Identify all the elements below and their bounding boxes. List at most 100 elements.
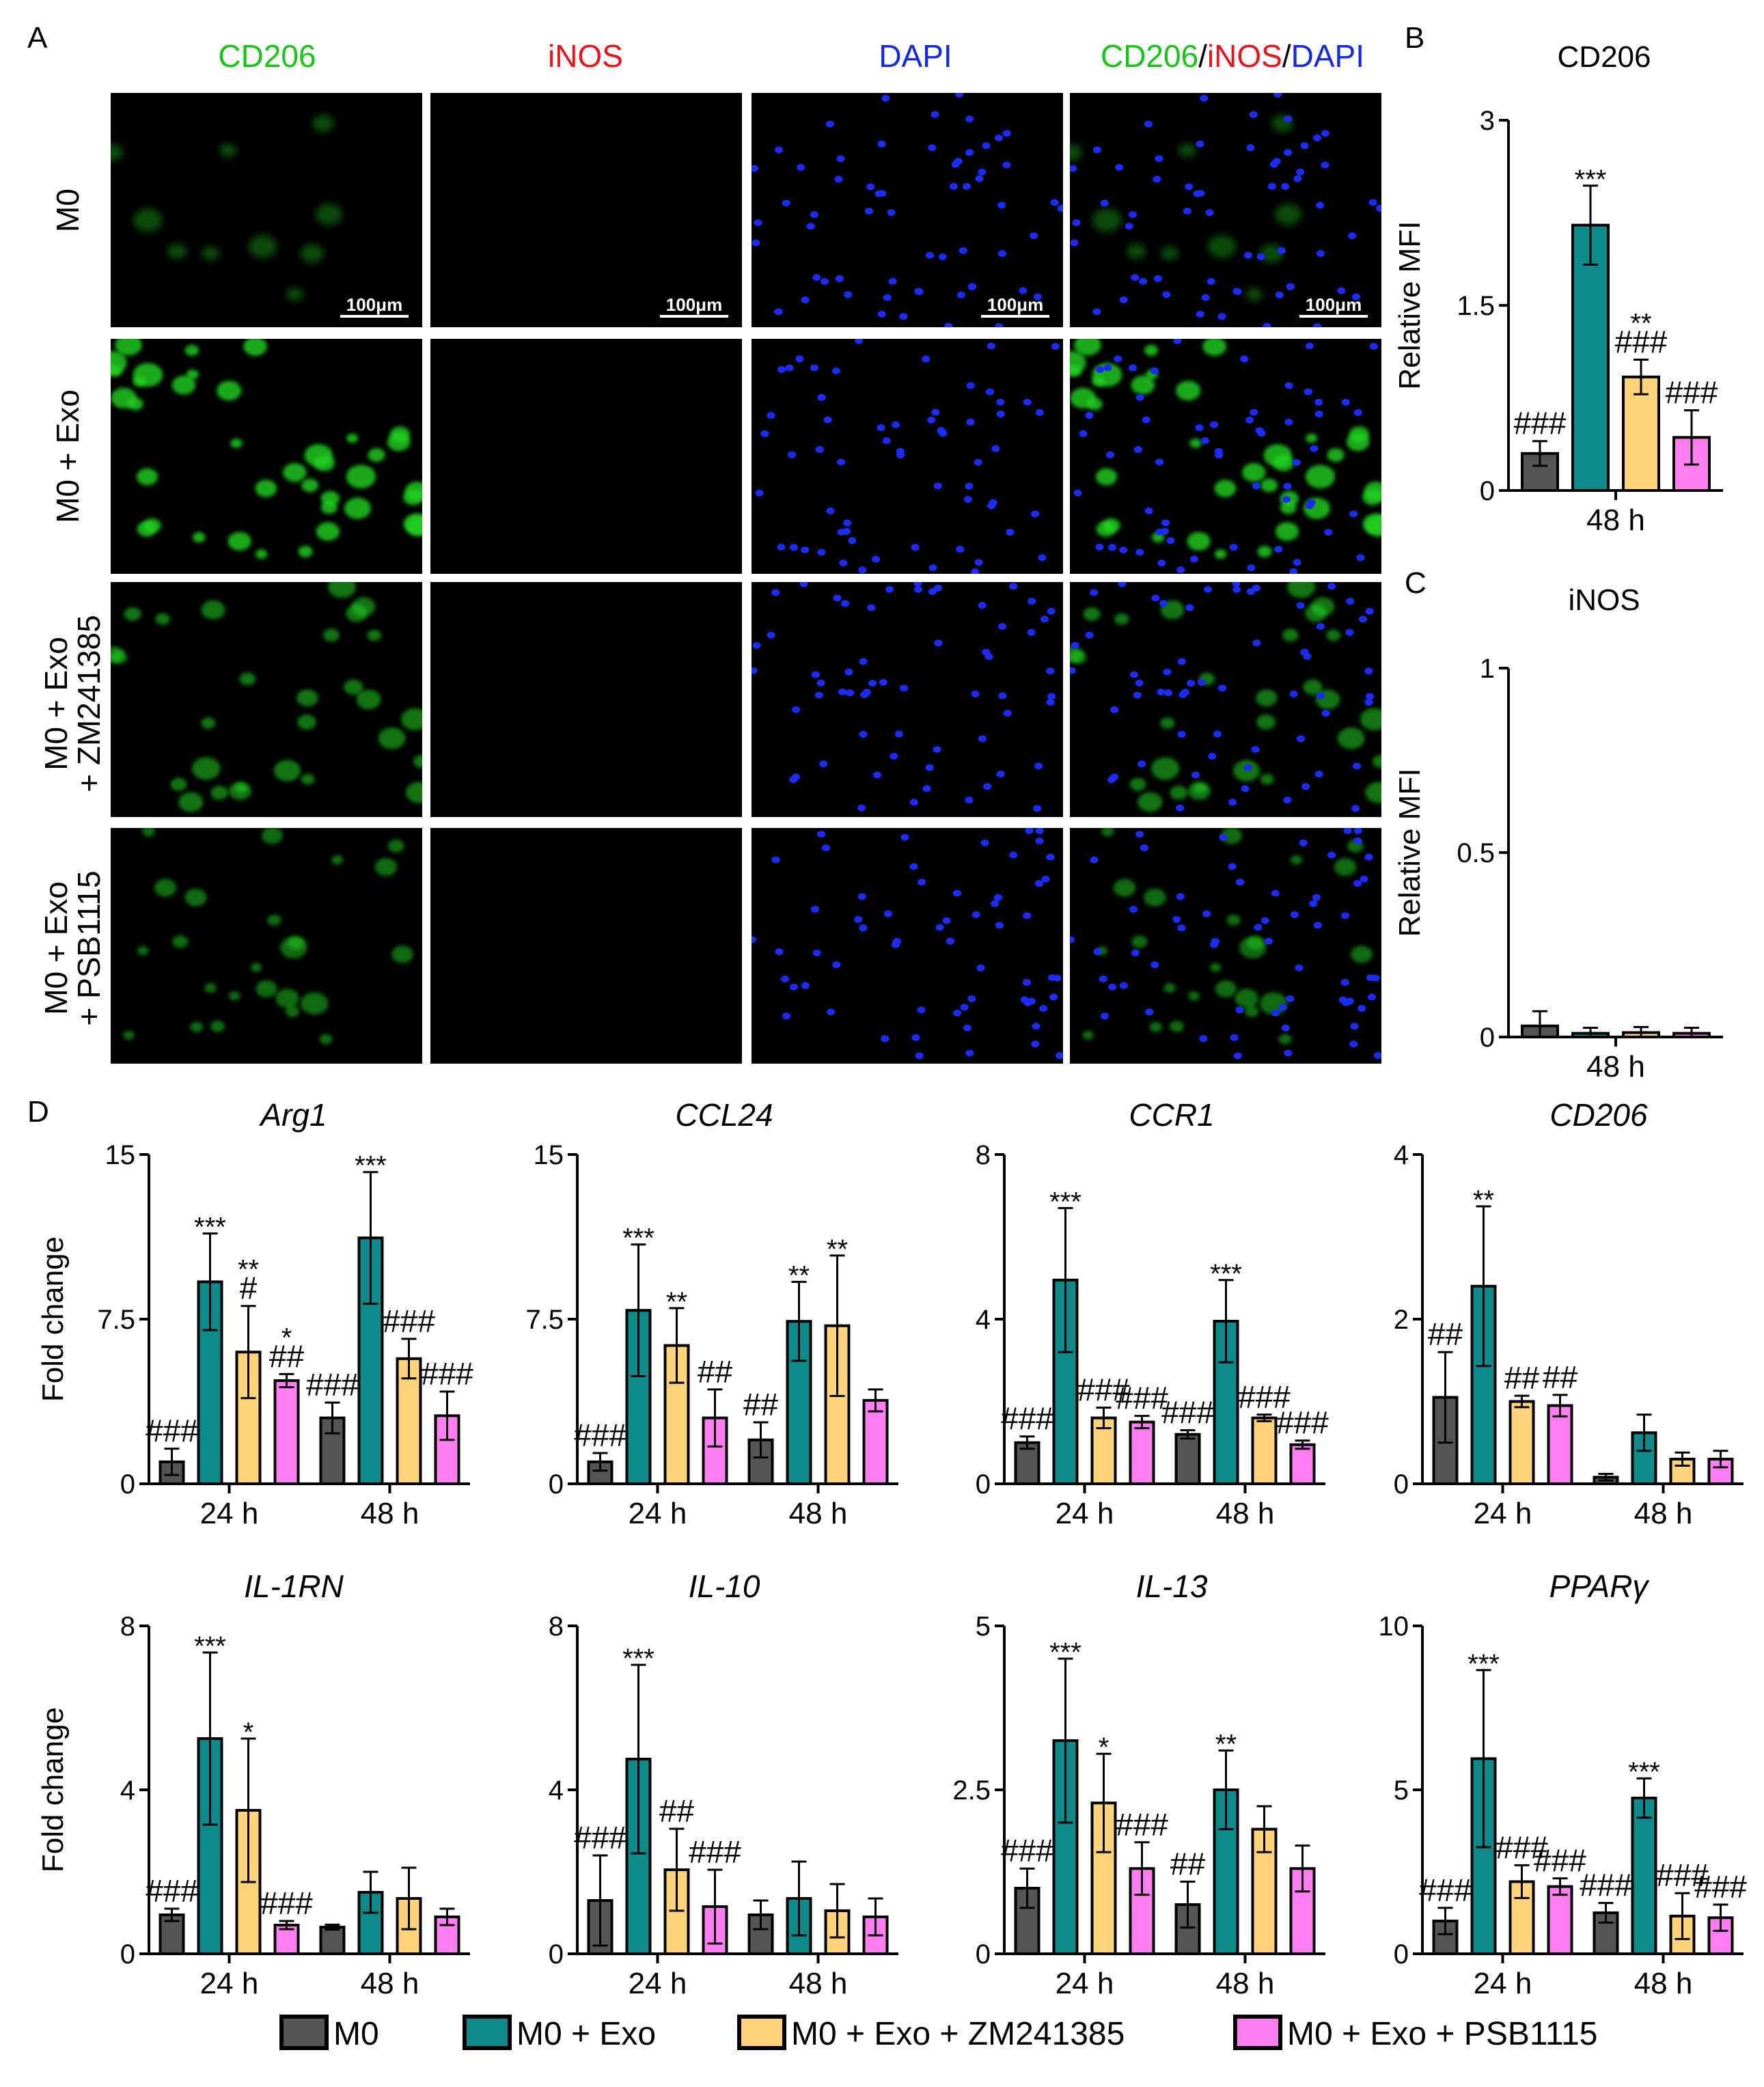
dapi-nucleus [1150, 367, 1159, 374]
dapi-nucleus [1304, 388, 1312, 396]
dapi-nucleus [858, 566, 867, 574]
dapi-nucleus [1349, 510, 1358, 518]
dapi-nucleus [1187, 680, 1196, 687]
cd206-signal [1232, 760, 1260, 782]
cd206-signal [387, 432, 411, 452]
dapi-nucleus [1035, 837, 1044, 844]
dapi-nucleus [1305, 342, 1314, 350]
dapi-nucleus [1251, 746, 1260, 754]
dapi-nucleus [871, 555, 880, 563]
dapi-nucleus [752, 667, 758, 674]
cd206-signal [1102, 518, 1120, 533]
dapi-nucleus [1053, 974, 1062, 982]
cd206-signal [136, 468, 159, 486]
dapi-nucleus [1283, 797, 1292, 804]
dapi-nucleus [1071, 641, 1079, 649]
cd206-signal [1178, 143, 1196, 158]
micrograph-m0-col2 [752, 93, 1063, 327]
cd206-signal [1207, 235, 1237, 258]
cd206-signal [1082, 1030, 1094, 1040]
cd206-signal [178, 792, 204, 812]
dapi-nucleus [835, 275, 844, 282]
dapi-nucleus [1196, 140, 1204, 148]
chart-title: iNOS [1568, 583, 1640, 617]
dapi-nucleus [874, 190, 883, 197]
micrograph-content [752, 828, 1063, 1060]
dapi-nucleus [917, 879, 926, 886]
significance-hashes: ### [421, 1356, 473, 1392]
dapi-nucleus [946, 937, 954, 945]
cd206-signal [301, 773, 315, 785]
dapi-nucleus [963, 1024, 971, 1032]
y-tick-label: 3 [1480, 106, 1495, 136]
micrograph-m0-col3 [1070, 93, 1381, 327]
dapi-nucleus [1108, 983, 1117, 991]
cd206-signal [172, 935, 189, 948]
cd206-signal [1144, 344, 1159, 357]
dapi-nucleus [815, 446, 824, 454]
significance-hashes: ### [1077, 1372, 1130, 1408]
dapi-nucleus [812, 274, 821, 281]
dapi-nucleus [1161, 519, 1170, 527]
dapi-nucleus [1046, 667, 1055, 675]
dapi-nucleus [1107, 544, 1116, 551]
dapi-nucleus [1129, 906, 1138, 913]
dapi-nucleus [1193, 190, 1202, 197]
dapi-nucleus [825, 120, 834, 128]
significance-hashes: ### [260, 1885, 313, 1921]
panel-letter-b: B [1405, 21, 1424, 55]
dapi-nucleus [1189, 555, 1198, 563]
dapi-nucleus [867, 604, 876, 611]
dapi-nucleus [777, 366, 786, 374]
dapi-nucleus [777, 543, 786, 551]
dapi-nucleus [887, 209, 896, 217]
dapi-nucleus [1027, 628, 1036, 636]
dapi-nucleus [882, 437, 891, 445]
cd206-signal [210, 1021, 225, 1032]
significance-stars: *** [1467, 1649, 1500, 1679]
significance-stars: ** [1630, 308, 1651, 338]
y-axis-label: Relative MFI [1393, 769, 1427, 937]
dapi-nucleus [1118, 582, 1127, 588]
dapi-nucleus [1286, 283, 1295, 290]
significance-hashes: ### [1580, 1868, 1632, 1903]
dapi-nucleus [1035, 828, 1044, 835]
cd206-signal [1187, 782, 1211, 801]
cd206-signal [346, 604, 368, 622]
dapi-nucleus [1003, 710, 1012, 717]
dapi-nucleus [974, 458, 982, 466]
dapi-nucleus [1321, 161, 1329, 169]
dapi-nucleus [1243, 764, 1252, 771]
y-tick-label: 0 [1394, 1469, 1409, 1499]
dapi-nucleus [752, 165, 759, 172]
dapi-nucleus [985, 388, 994, 396]
dapi-nucleus [837, 458, 846, 466]
bar-m0-exo-psb1115-48-h [1289, 1443, 1316, 1485]
x-tick-label: 24 h [1474, 1497, 1532, 1530]
cd206-signal [1256, 689, 1278, 707]
cd206-signal [1074, 339, 1101, 356]
significance-stars: ** [1215, 1729, 1237, 1759]
dapi-nucleus [997, 202, 1006, 209]
cd206-signal [1365, 782, 1381, 803]
dapi-nucleus [917, 1006, 926, 1014]
row-label-m0-exo-zm241385: M0 + Exo + ZM241385 [38, 615, 107, 792]
dapi-nucleus [933, 584, 942, 592]
y-tick-label: 0 [549, 1939, 564, 1969]
dapi-nucleus [1210, 941, 1219, 948]
dapi-nucleus [892, 421, 900, 428]
dapi-nucleus [837, 528, 846, 536]
dapi-nucleus [1296, 735, 1305, 743]
dapi-nucleus [1256, 253, 1265, 260]
dapi-nucleus [1035, 880, 1044, 887]
dapi-nucleus [789, 544, 798, 551]
y-tick-label: 0 [976, 1939, 991, 1969]
dapi-nucleus [993, 894, 1002, 901]
dapi-nucleus [1275, 291, 1284, 299]
dapi-nucleus [795, 355, 804, 363]
dapi-nucleus [978, 735, 987, 743]
cd206-signal [239, 672, 256, 686]
cd206-signal [1150, 757, 1180, 780]
